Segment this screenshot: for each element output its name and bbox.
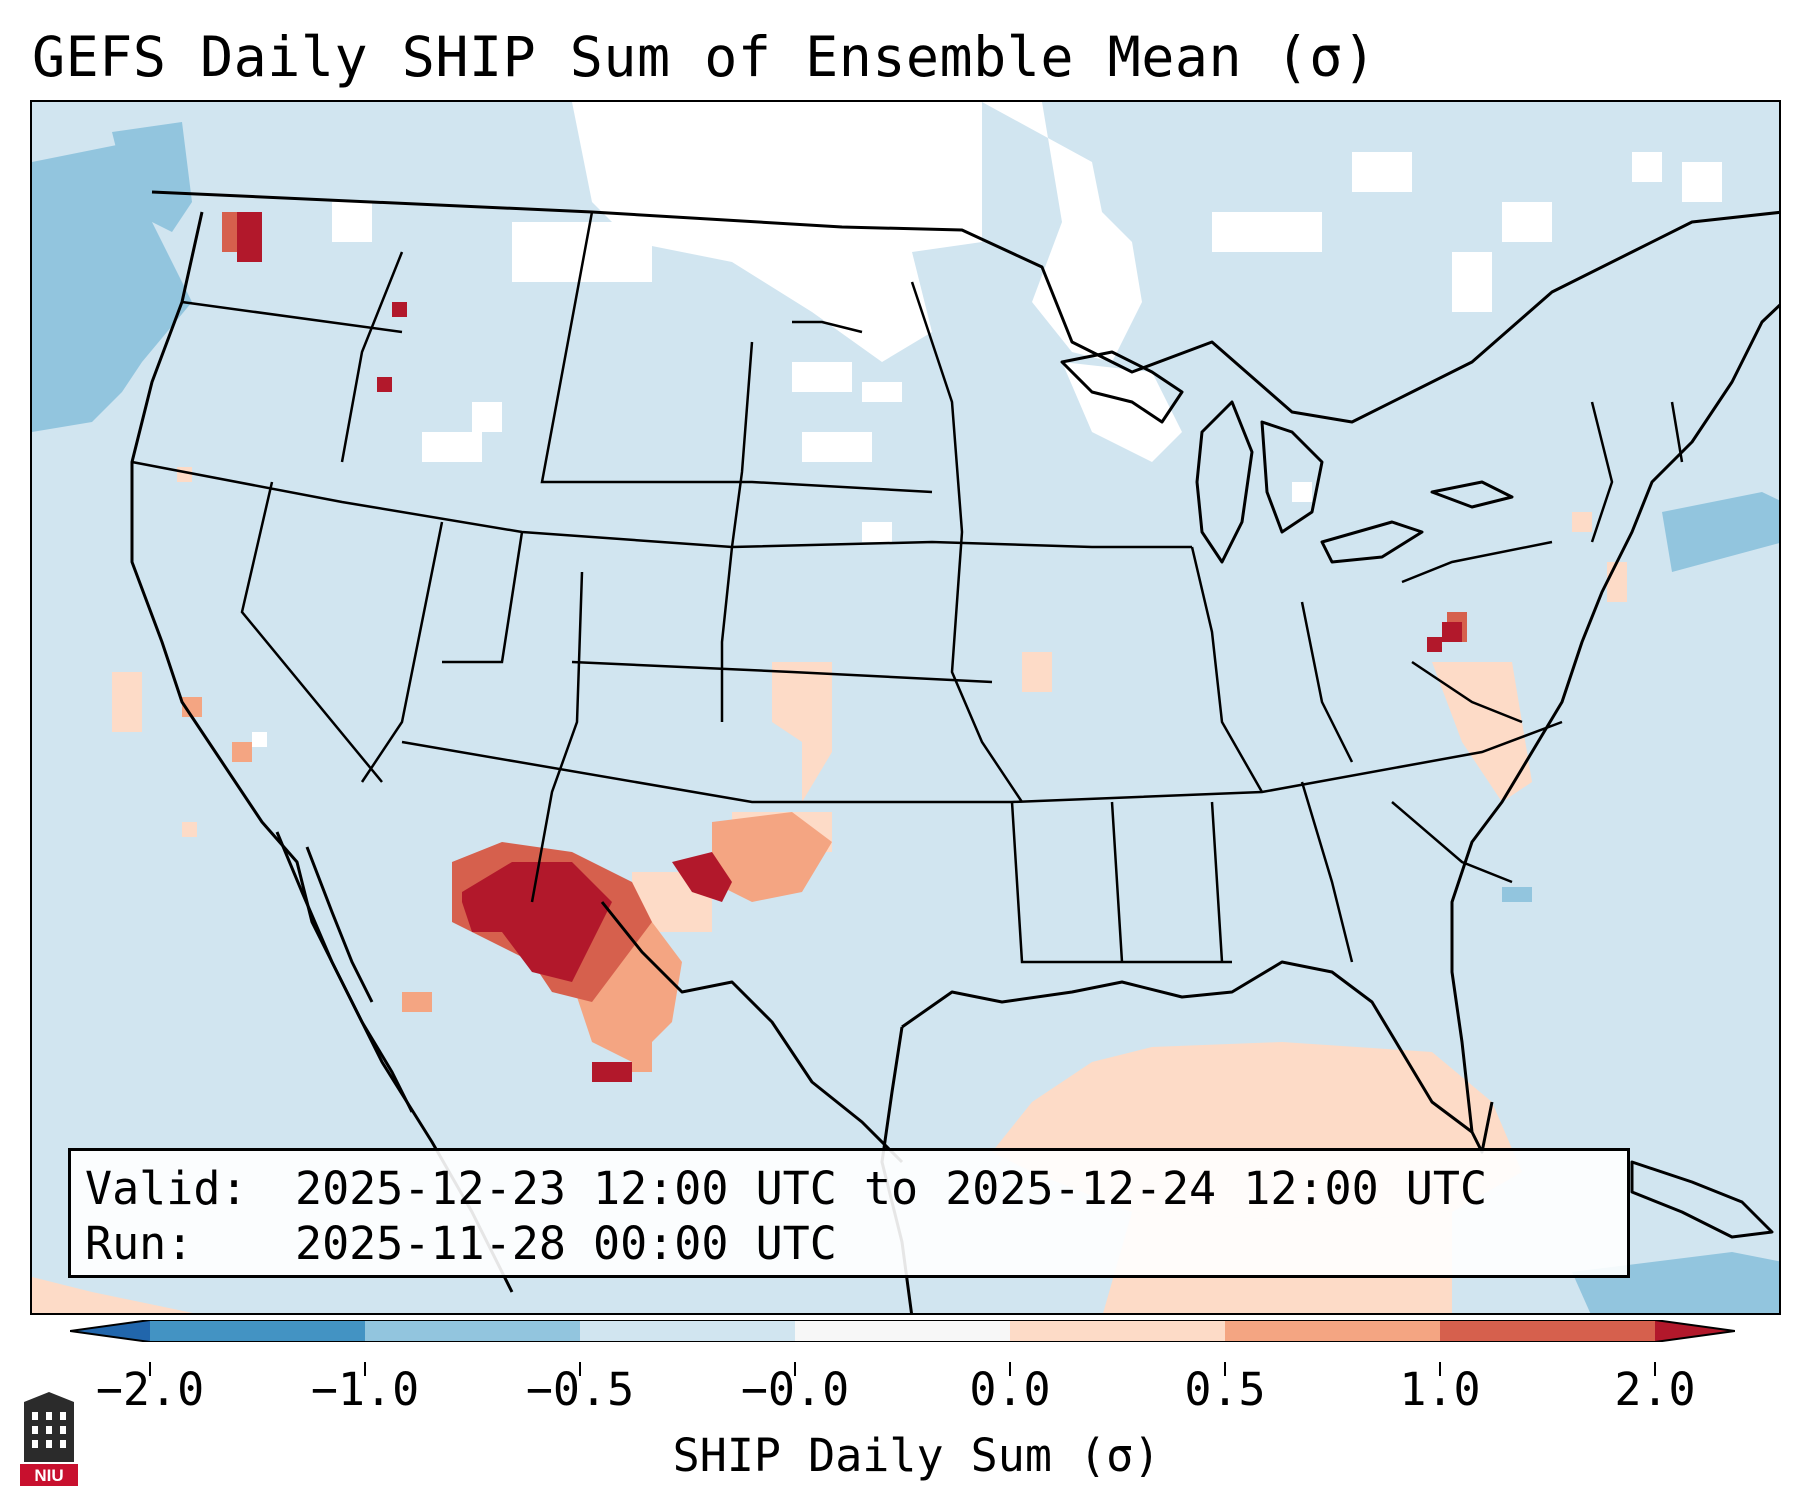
- colorbar-tick-label: −1.0: [310, 1363, 420, 1416]
- near-zero-regions: [252, 102, 1722, 747]
- logo-text: NIU: [34, 1466, 63, 1485]
- map-title: GEFS Daily SHIP Sum of Ensemble Mean (σ): [32, 25, 1377, 89]
- colorbar-tick-label: −0.5: [525, 1363, 635, 1416]
- colorbar-tick-label: 2.0: [1614, 1363, 1696, 1416]
- colorbar-label: SHIP Daily Sum (σ): [672, 1429, 1161, 1482]
- colorbar-tick-label: 1.0: [1399, 1363, 1481, 1416]
- niu-logo: NIU: [20, 1392, 78, 1486]
- colorbar-under-extension: [70, 1320, 150, 1342]
- colorbar-segment: [150, 1320, 366, 1342]
- map-canvas: [32, 102, 1779, 1313]
- negative-anomaly-regions: [32, 122, 1779, 1313]
- extreme-positive-regions: [237, 212, 1462, 1082]
- valid-row: Valid: 2025-12-23 12:00 UTC to 2025-12-24…: [85, 1161, 1613, 1216]
- colorbar-segment: [365, 1320, 581, 1342]
- valid-value: 2025-12-23 12:00 UTC to 2025-12-24 12:00…: [295, 1162, 1488, 1215]
- run-value: 2025-11-28 00:00 UTC: [295, 1217, 837, 1270]
- colorbar-segment: [1440, 1320, 1656, 1342]
- colorbar: [70, 1320, 1735, 1342]
- colorbar-segment: [795, 1320, 1011, 1342]
- state-borders: [131, 211, 1684, 964]
- colorbar-ticks: [149, 1362, 1656, 1376]
- colorbar-segment: [1010, 1320, 1226, 1342]
- validity-info-box: Valid: 2025-12-23 12:00 UTC to 2025-12-24…: [68, 1148, 1630, 1278]
- colorbar-tick-label: −2.0: [95, 1363, 205, 1416]
- colorbar-segment: [1225, 1320, 1441, 1342]
- run-label: Run:: [85, 1217, 194, 1270]
- colorbar-over-extension: [1655, 1320, 1735, 1342]
- valid-label: Valid:: [85, 1162, 248, 1215]
- map-panel: [30, 100, 1781, 1315]
- colorbar-segment: [580, 1320, 796, 1342]
- colorbar-tick-label: −0.0: [740, 1363, 850, 1416]
- colorbar-tick-label: 0.5: [1184, 1363, 1266, 1416]
- colorbar-tick-label: 0.0: [969, 1363, 1051, 1416]
- run-row: Run: 2025-11-28 00:00 UTC: [85, 1216, 1613, 1271]
